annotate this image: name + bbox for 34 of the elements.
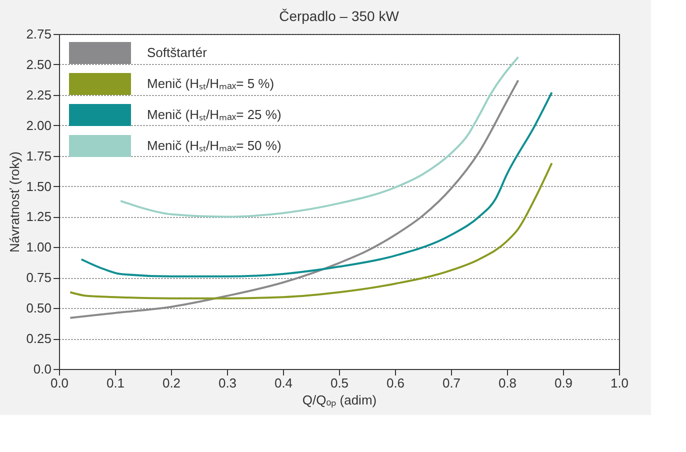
x-axis-title: Q/Qₒₚ (adim) bbox=[302, 392, 377, 408]
legend-label: Menič (Hₛₜ/Hₘₐₓ= 25 %) bbox=[147, 107, 282, 122]
legend-label: Menič (Hₛₜ/Hₘₐₓ= 5 %) bbox=[147, 76, 274, 91]
y-tick-label: 0.75 bbox=[26, 270, 52, 286]
y-tick-label: 1.00 bbox=[26, 240, 52, 255]
x-tick-label: 0.3 bbox=[218, 376, 237, 390]
y-tick-label: 0.0 bbox=[33, 362, 52, 376]
line-series bbox=[120, 56, 520, 218]
y-tick-label: 2.25 bbox=[26, 87, 52, 102]
y-tick-label: 2.00 bbox=[26, 118, 52, 133]
x-tick-label: 0.2 bbox=[162, 376, 181, 390]
line-series bbox=[69, 162, 553, 300]
x-tick-label: 0.5 bbox=[330, 376, 349, 390]
y-tick-label: 1.50 bbox=[26, 178, 52, 194]
line-series bbox=[80, 91, 553, 278]
y-tick-label: 2.75 bbox=[26, 26, 52, 42]
x-tick-label: 0.8 bbox=[498, 376, 517, 390]
chart-title: Čerpadlo – 350 kW bbox=[279, 8, 400, 24]
y-tick-label: 1.75 bbox=[26, 148, 52, 164]
x-tick-label: 0.1 bbox=[106, 376, 125, 390]
x-tick-label: 1.0 bbox=[610, 376, 629, 390]
y-tick-label: 1.25 bbox=[26, 209, 52, 224]
y-tick-label: 0.25 bbox=[26, 331, 52, 346]
legend-label: Softštartér bbox=[147, 45, 208, 60]
x-tick-label: 0.9 bbox=[554, 376, 573, 390]
x-tick-label: 0.6 bbox=[386, 376, 405, 390]
y-tick-label: 2.50 bbox=[26, 56, 52, 72]
line-series bbox=[69, 79, 520, 319]
legend-label: Menič (Hₛₜ/Hₘₐₓ= 50 %) bbox=[147, 138, 282, 153]
x-tick-label: 0.4 bbox=[274, 376, 293, 390]
x-tick-label: 0.0 bbox=[50, 376, 69, 390]
y-axis-title: Návratnosť (roky) bbox=[7, 152, 22, 252]
y-tick-label: 0.50 bbox=[26, 300, 52, 316]
x-tick-label: 0.7 bbox=[442, 376, 461, 390]
